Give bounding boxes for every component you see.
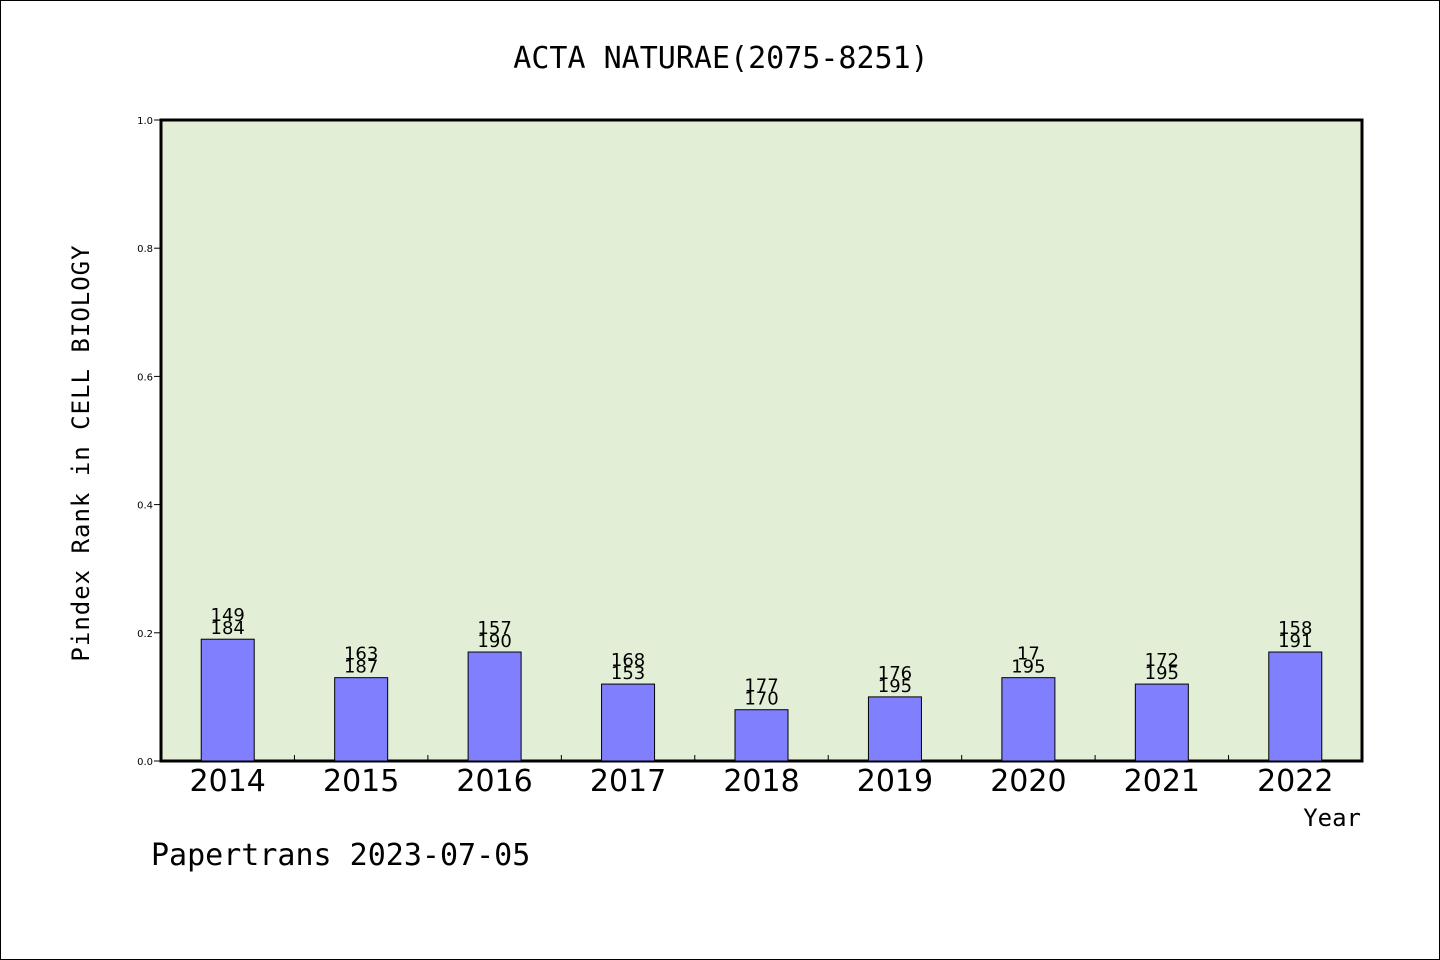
bar	[1001, 677, 1056, 762]
bar-label-bottom: 170	[744, 689, 778, 710]
bar-label-top: 17	[1017, 644, 1040, 665]
y-tick-label: 1.0	[137, 116, 153, 127]
bar-label-top: 158	[1278, 618, 1312, 639]
bar-label-bottom: 191	[1278, 631, 1312, 652]
y-tick-label: 0.4	[137, 501, 153, 512]
bar-label-top: 163	[344, 644, 378, 665]
bar	[601, 683, 656, 762]
bar-label-top: 157	[477, 618, 511, 639]
x-tick-label: 2014	[190, 764, 266, 799]
bar-label-bottom: 187	[344, 657, 378, 678]
x-tick-label: 2021	[1124, 764, 1200, 799]
x-tick-label: 2019	[857, 764, 933, 799]
bar-label-top: 149	[211, 605, 245, 626]
bar	[334, 677, 389, 762]
x-tick-label: 2015	[323, 764, 399, 799]
x-tick-label: 2016	[456, 764, 532, 799]
x-axis-label: Year	[1303, 804, 1361, 832]
bar-label-bottom: 195	[878, 676, 912, 697]
bar	[467, 651, 522, 762]
x-tick-label: 2022	[1257, 764, 1333, 799]
bar-label-bottom: 184	[211, 618, 245, 639]
chart-title: ACTA NATURAE(2075-8251)	[513, 41, 928, 76]
y-tick-label: 0.6	[137, 372, 153, 383]
bar-label-bottom: 153	[611, 663, 645, 684]
bar	[1268, 651, 1323, 762]
bar-label-top: 168	[611, 650, 645, 671]
bar	[200, 638, 255, 762]
data-labels: 1491841631871571901681531771701761951719…	[211, 605, 1313, 710]
y-tick-label: 0.0	[137, 757, 153, 768]
y-axis: 0.0 0.2 0.4 0.6 0.8 1.0	[137, 116, 161, 768]
bar-label-top: 177	[744, 676, 778, 697]
bar-label-top: 172	[1145, 650, 1179, 671]
x-tick-label: 2020	[990, 764, 1066, 799]
bar-label-top: 176	[878, 663, 912, 684]
x-tick-label: 2017	[590, 764, 666, 799]
bar	[734, 709, 789, 762]
bar	[1134, 683, 1189, 762]
bar	[867, 696, 922, 762]
bars-layer	[200, 638, 1323, 762]
bar-label-bottom: 190	[477, 631, 511, 652]
footer-credit: Papertrans 2023-07-05	[151, 838, 530, 873]
y-tick-label: 0.8	[137, 244, 153, 255]
x-axis: 2014 2015 2016 2017 2018 2019 2020 2021 2022	[190, 755, 1333, 799]
plot-area	[159, 118, 1364, 763]
y-axis-label: Pindex Rank in CELL BIOLOGY	[67, 244, 95, 661]
y-tick-label: 0.2	[137, 629, 153, 640]
bar-label-bottom: 195	[1011, 657, 1045, 678]
bar-label-bottom: 195	[1145, 663, 1179, 684]
x-tick-label: 2018	[723, 764, 799, 799]
